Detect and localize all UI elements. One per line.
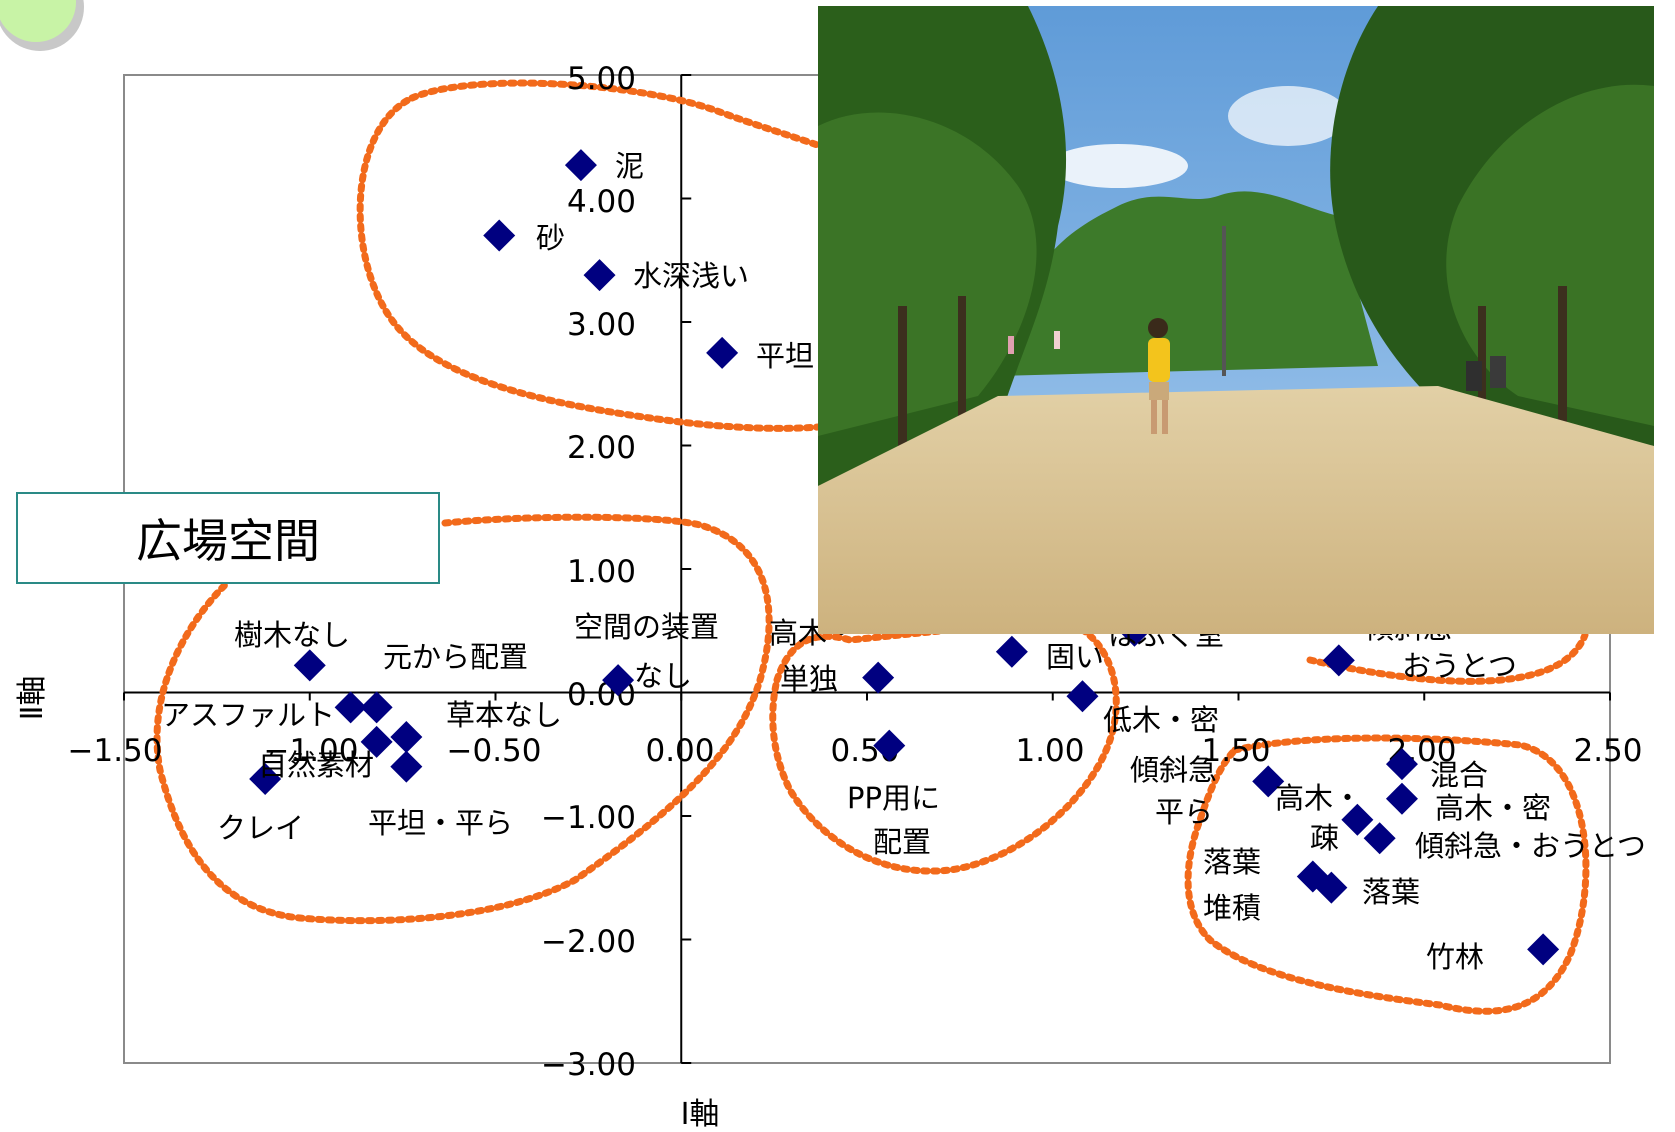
point-label: 混合 (1430, 758, 1488, 792)
point-label: おうとつ (1402, 649, 1517, 683)
data-point (1363, 822, 1396, 855)
data-point (293, 649, 326, 682)
point-label: 自然素材 (258, 748, 374, 782)
point-label: 低木・密 (1103, 703, 1219, 737)
data-point (249, 762, 282, 795)
data-point (602, 664, 635, 697)
data-point (1315, 871, 1348, 904)
data-point (564, 149, 597, 182)
cluster-right-top (1306, 631, 1589, 685)
point-label: 堆積 (1203, 891, 1261, 925)
data-point (1385, 748, 1418, 781)
x-tick-labels: −1.50 −1.00 −0.50 0.00 0.50 1.00 1.50 2.… (68, 733, 1643, 769)
chart-title: 広場空間 (16, 492, 440, 584)
data-point (1527, 933, 1560, 966)
point-label: 配置 (873, 825, 931, 859)
y-tick-label: 1.00 (567, 554, 636, 590)
data-point (1385, 782, 1418, 815)
y-tick-marks (681, 74, 692, 1064)
x-tick-label: −1.00 (264, 733, 359, 769)
point-label: 草本なし (446, 698, 562, 732)
point-label: 高木・密 (1435, 791, 1551, 825)
decor-bubble (0, 0, 84, 51)
data-point (483, 219, 516, 252)
cluster-top (356, 79, 909, 432)
cluster-outlines (153, 79, 1590, 1015)
x-tick-label: −1.50 (68, 733, 163, 769)
point-label: 高木・ (1275, 781, 1362, 815)
data-point (360, 725, 393, 758)
x-tick-label: 2.50 (1573, 733, 1642, 769)
data-point (873, 729, 906, 762)
data-point (360, 691, 393, 724)
point-label: 単独 (780, 662, 838, 696)
data-point (706, 336, 739, 369)
point-label: PP用に (847, 781, 940, 815)
x-tick-label: −0.50 (447, 733, 542, 769)
data-point (390, 750, 423, 783)
x-tick-marks (123, 692, 1611, 701)
point-label: 平ら (1155, 795, 1213, 829)
point-label: アスファルト (161, 698, 335, 732)
point-label: 竹林 (1426, 940, 1484, 974)
data-point (334, 691, 367, 724)
data-point (390, 720, 423, 753)
y-tick-label: −3.00 (541, 1047, 636, 1083)
x-tick-label: 1.50 (1201, 733, 1270, 769)
x-tick-label: 1.00 (1015, 733, 1084, 769)
y-tick-label: 3.00 (567, 307, 636, 343)
y-tick-labels: 5.00 4.00 3.00 2.00 1.00 0.00 −1.00 −2.0… (541, 61, 636, 1083)
point-label: 泥 (615, 149, 644, 183)
point-label: 元から配置 (383, 640, 528, 674)
y-tick-label: 4.00 (567, 184, 636, 220)
x-tick-label: 0.00 (645, 733, 714, 769)
cluster-left (153, 513, 773, 925)
park-photo (818, 6, 1654, 634)
point-label: 固い (1046, 640, 1104, 674)
data-point (1252, 765, 1285, 798)
point-label: 傾斜急・おうとつ (1415, 829, 1646, 863)
point-label: 落葉 (1203, 845, 1261, 879)
point-label: クレイ (217, 811, 304, 845)
point-label: 空間の装置 (574, 610, 719, 644)
point-label: 落葉 (1362, 875, 1420, 909)
point-label: 水深浅い (633, 259, 749, 293)
y-tick-label: −1.00 (541, 800, 636, 836)
data-point (1066, 680, 1099, 713)
x-axis-title: Ⅰ軸 (681, 1097, 720, 1132)
point-labels: 泥 砂 水深浅い 平坦 樹木なし 元から配置 空間の装置 なし アスファルト 草… (161, 149, 1646, 974)
point-label: 傾斜急 (1130, 753, 1217, 787)
y-tick-label: −2.00 (541, 924, 636, 960)
data-point (1341, 803, 1374, 836)
y-tick-label: 2.00 (567, 430, 636, 466)
point-label: 砂 (536, 221, 565, 255)
data-point (1322, 644, 1355, 677)
y-axis-title: Ⅱ軸 (15, 676, 50, 721)
point-label: 疎 (1310, 821, 1339, 855)
y-tick-label: 5.00 (567, 61, 636, 97)
point-label: 平坦・平ら (368, 806, 513, 840)
cluster-right-bottom (1184, 734, 1590, 1015)
point-label: 樹木なし (234, 618, 350, 652)
data-point (862, 661, 895, 694)
point-label: 平坦 (756, 339, 814, 373)
point-label: なし (634, 659, 692, 693)
data-point (583, 259, 616, 292)
data-markers (249, 149, 1560, 966)
cluster-mid (769, 616, 1120, 875)
data-point (995, 635, 1028, 668)
